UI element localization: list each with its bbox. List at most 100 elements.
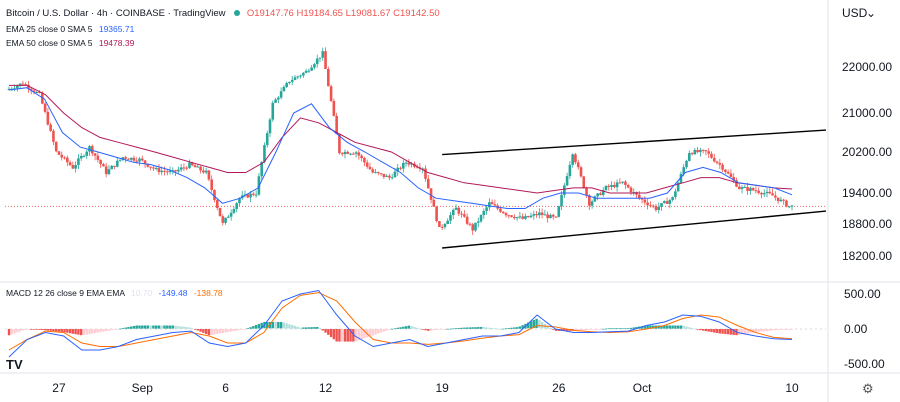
candle-body: [302, 72, 305, 76]
candle-body: [482, 210, 486, 216]
macd-histogram-bar: [749, 329, 752, 334]
candle-body: [601, 190, 605, 196]
candle-body: [310, 67, 313, 71]
macd-histogram-bar: [740, 329, 744, 335]
macd-axis-tick-label: 0.00: [844, 322, 868, 336]
candle-body: [168, 170, 172, 173]
candle-body: [77, 158, 80, 166]
candle-body: [529, 215, 533, 218]
macd-histogram-bar: [171, 325, 175, 329]
macd-histogram-bar: [321, 329, 324, 331]
macd-histogram-bar: [66, 329, 69, 333]
candle-body: [510, 215, 513, 217]
macd-histogram-bar: [715, 329, 719, 334]
interval-label[interactable]: 4h: [96, 8, 108, 19]
currency-dropdown-icon[interactable]: ⌄: [866, 6, 877, 20]
macd-histogram-bar: [196, 329, 200, 331]
candle-body: [193, 165, 197, 168]
candle-body: [157, 168, 161, 173]
candle-body: [704, 150, 708, 152]
candle-body: [54, 141, 58, 152]
channel-lower-line[interactable]: [442, 210, 827, 249]
candle-body: [676, 182, 680, 192]
candle-body: [107, 169, 111, 175]
candle-body: [265, 133, 269, 146]
candle-body: [315, 58, 319, 65]
macd-histogram-bar: [163, 325, 166, 329]
currency-label[interactable]: USD: [842, 6, 868, 20]
candle-body: [29, 88, 33, 91]
candle-body: [524, 216, 527, 219]
candle-body: [613, 184, 616, 188]
candle-body: [582, 176, 586, 188]
macd-histogram-bar: [135, 325, 138, 329]
macd-histogram-bar: [496, 328, 499, 330]
candle-body: [215, 200, 219, 208]
price-axis-tick-label: 21000.00: [842, 106, 892, 120]
ohlc-low: L19081.67: [345, 8, 391, 19]
candle-body: [24, 84, 27, 86]
candle-body: [585, 187, 588, 196]
macd-histogram-bar: [760, 329, 763, 332]
candle-body: [471, 224, 474, 231]
candle-body: [426, 178, 430, 189]
macd-histogram-bar: [429, 329, 433, 331]
macd-histogram-bar: [291, 325, 294, 329]
macd-histogram-bar: [699, 329, 702, 331]
ohlc-open: O19147.76: [246, 8, 294, 19]
candle-body: [129, 157, 133, 160]
candle-body: [113, 165, 116, 167]
candle-body: [371, 169, 375, 173]
macd-histogram-bar: [104, 329, 108, 332]
channel-upper-line[interactable]: [442, 129, 827, 156]
candle-body: [135, 160, 139, 162]
price-axis-tick-label: 19400.00: [842, 186, 892, 200]
candle-body: [335, 115, 338, 135]
candle-body: [207, 170, 211, 180]
candle-body: [682, 167, 686, 174]
macd-histogram-bar: [41, 329, 44, 331]
macd-histogram-bar: [790, 329, 794, 330]
gear-icon[interactable]: ⚙: [862, 381, 874, 396]
symbol-name[interactable]: Bitcoin / U.S. Dollar: [6, 8, 89, 19]
candle-body: [52, 130, 55, 142]
ema50-legend[interactable]: EMA 50 close 0 SMA 5 19478.39: [6, 38, 134, 49]
candle-body: [554, 216, 558, 218]
ohlc-close: C19142.50: [393, 8, 440, 19]
macd-histogram-bar: [504, 328, 508, 330]
macd-histogram-bar: [35, 329, 38, 330]
candle-body: [90, 146, 94, 154]
candle-body: [549, 214, 552, 219]
candle-body: [127, 158, 130, 160]
macd-histogram-bar: [63, 329, 66, 333]
macd-histogram-bar: [521, 325, 524, 329]
macd-histogram-bar: [121, 328, 125, 329]
ema25-legend[interactable]: EMA 25 close 0 SMA 5 19365.71: [6, 24, 134, 35]
macd-histogram-bar: [454, 328, 458, 329]
macd-histogram-bar: [565, 329, 569, 331]
macd-histogram-bar: [682, 325, 685, 329]
price-axis-tick-label: 22000.00: [842, 60, 892, 74]
macd-histogram-bar: [118, 328, 122, 330]
macd-legend[interactable]: MACD 12 26 close 9 EMA EMA 10.70 -149.48…: [6, 288, 223, 299]
candle-body: [468, 223, 472, 225]
candle-body: [46, 111, 50, 125]
candle-body: [438, 221, 441, 227]
macd-histogram-bar: [538, 320, 541, 329]
macd-histogram-bar: [724, 329, 727, 335]
candle-body: [274, 99, 277, 103]
candle-body: [32, 90, 36, 93]
macd-histogram-bar: [18, 329, 22, 332]
macd-histogram-bar: [363, 329, 366, 339]
macd-histogram-bar: [507, 328, 510, 329]
macd-histogram-bar: [765, 329, 769, 331]
macd-histogram-bar: [221, 329, 225, 333]
candle-body: [124, 157, 127, 159]
candle-body: [163, 170, 166, 172]
macd-histogram-bar: [257, 323, 261, 329]
candle-body: [712, 157, 716, 162]
candle-body: [249, 193, 252, 198]
candle-body: [260, 161, 263, 177]
